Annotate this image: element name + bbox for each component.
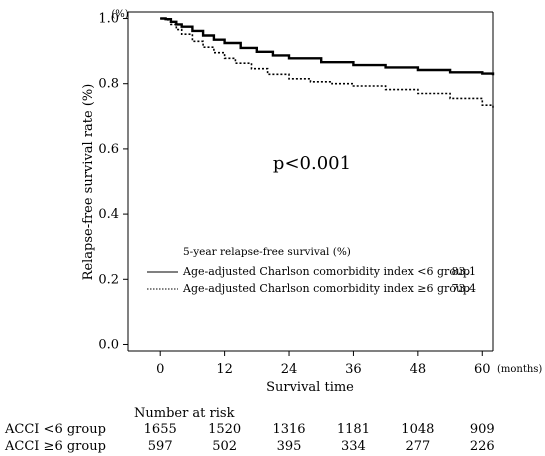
x-tick-label-0: 0 [156, 362, 164, 377]
series-group [160, 17, 495, 110]
x-tick-label-4: 48 [410, 362, 427, 377]
y-tick-label-1: 0.2 [98, 272, 119, 287]
x-tick-label-2: 24 [281, 362, 298, 377]
risk-value-r1-c3: 1181 [337, 422, 370, 437]
p-value-annotation: p<0.001 [273, 153, 351, 174]
x-unit-label: (months) [497, 364, 542, 375]
risk-value-r1-c2: 1316 [272, 422, 305, 437]
risk-table-header: Number at risk [134, 406, 235, 421]
x-tick-label-5: 60 [474, 362, 491, 377]
y-ticks: 0.0 0.2 0.4 0.6 0.8 1.0 [98, 12, 128, 352]
risk-value-r1-c4: 1048 [401, 422, 434, 437]
risk-row-label-1: ACCI <6 group [4, 422, 106, 437]
km-curve-2 [160, 17, 494, 110]
risk-row-label-2: ACCI ≥6 group [4, 439, 106, 454]
risk-value-r2-c5: 226 [470, 439, 495, 454]
y-tick-label-3: 0.6 [98, 142, 119, 157]
x-axis-title: Survival time [266, 380, 354, 395]
risk-value-r2-c4: 277 [405, 439, 430, 454]
y-axis-title: Relapse-free survival rate (%) [81, 84, 96, 281]
x-tick-label-3: 36 [345, 362, 362, 377]
legend-label-group-2: Age-adjusted Charlson comorbidity index … [182, 282, 470, 295]
risk-value-r1-c1: 1520 [208, 422, 241, 437]
legend-title: 5-year relapse-free survival (%) [183, 246, 351, 258]
risk-value-r1-c0: 1655 [144, 422, 177, 437]
km-curve-1 [160, 17, 495, 76]
risk-value-r1-c5: 909 [470, 422, 495, 437]
y-tick-label-4: 0.8 [98, 77, 119, 92]
x-ticks: 0 12 24 36 48 60 [156, 351, 491, 377]
risk-value-r2-c2: 395 [277, 439, 302, 454]
x-tick-label-1: 12 [216, 362, 233, 377]
legend: 5-year relapse-free survival (%) Age-adj… [147, 246, 476, 295]
risk-value-r2-c1: 502 [212, 439, 237, 454]
y-unit-label: (%) [111, 9, 128, 20]
y-tick-label-2: 0.4 [98, 207, 119, 222]
legend-value-group-2: 73.4 [452, 282, 477, 295]
y-tick-label-5: 1.0 [98, 12, 119, 27]
y-tick-label-0: 0.0 [98, 337, 119, 352]
legend-label-group-1: Age-adjusted Charlson comorbidity index … [182, 265, 470, 278]
risk-value-r2-c3: 334 [341, 439, 366, 454]
risk-table: Number at risk ACCI <6 group ACCI ≥6 gro… [4, 406, 495, 454]
legend-value-group-1: 83.1 [452, 265, 477, 278]
risk-value-r2-c0: 597 [148, 439, 173, 454]
